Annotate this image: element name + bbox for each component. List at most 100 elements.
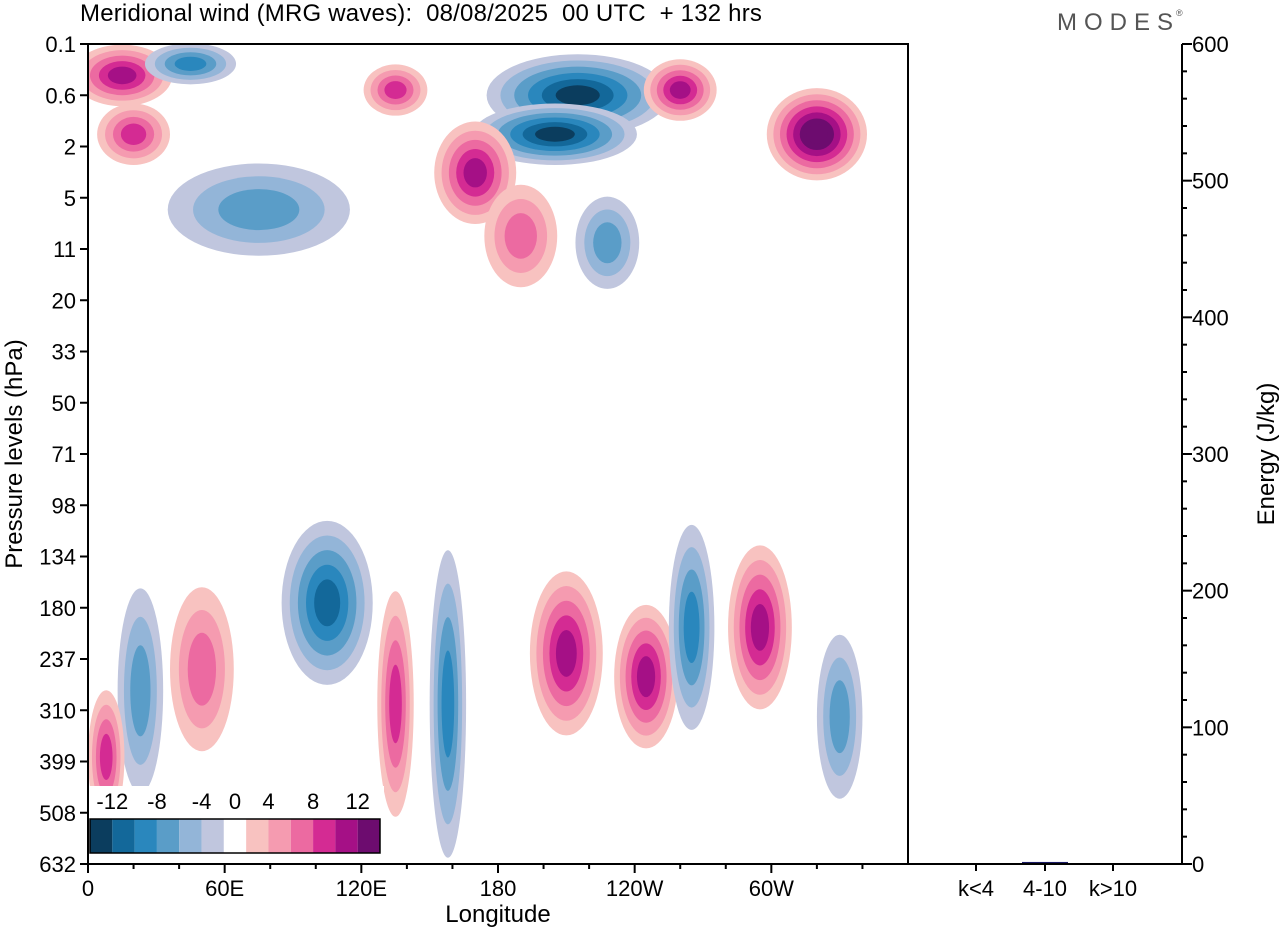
y-tick-label: 399 bbox=[39, 750, 76, 775]
colorbar-swatch bbox=[357, 819, 380, 853]
energy-bars: k<4 4-10 k>10 bbox=[953, 861, 1137, 901]
x-tick-label: 60W bbox=[749, 876, 794, 901]
y-tick-label: 632 bbox=[39, 852, 76, 877]
wind-anomaly-region bbox=[816, 634, 863, 799]
y-tick-label: 508 bbox=[39, 801, 76, 826]
y-tick-label: 50 bbox=[52, 391, 76, 416]
x-axis-bottom: 0 60E 120E 180 120W 60W bbox=[82, 864, 864, 901]
energy-tick-label: 400 bbox=[1192, 305, 1229, 330]
chart-title: Meridional wind (MRG waves): 08/08/2025 … bbox=[80, 0, 763, 27]
contour-band bbox=[829, 680, 850, 754]
y-axis-left: 0.1 0.6 2 5 11 20 33 50 71 98 134 180 237 310 399 508 63… bbox=[39, 32, 88, 877]
wind-anomaly-region bbox=[728, 545, 792, 710]
energy-tick-label: 300 bbox=[1192, 442, 1229, 467]
colorbar-label: 4 bbox=[262, 789, 274, 814]
colorbar-swatch bbox=[134, 819, 157, 853]
wind-anomaly-region bbox=[614, 604, 678, 749]
y-tick-label: 310 bbox=[39, 698, 76, 723]
energy-tick-label: 200 bbox=[1192, 579, 1229, 604]
wind-anomaly-region bbox=[484, 184, 558, 288]
y-tick-label: 134 bbox=[39, 545, 76, 570]
wind-anomaly-region bbox=[281, 520, 373, 685]
contour-band bbox=[806, 124, 828, 144]
colorbar-swatch bbox=[223, 819, 247, 853]
heatmap-plot-area bbox=[88, 44, 908, 864]
contour-band bbox=[120, 123, 147, 145]
wind-anomaly-region bbox=[643, 59, 717, 121]
contour-band bbox=[441, 650, 455, 758]
contour-band bbox=[504, 213, 537, 259]
wind-anomaly-region bbox=[97, 103, 170, 166]
y-tick-label: 71 bbox=[52, 442, 76, 467]
contour-band bbox=[593, 222, 622, 264]
wind-anomaly-region bbox=[363, 64, 428, 116]
colorbar-swatch bbox=[290, 819, 314, 853]
contour-band bbox=[636, 656, 656, 698]
y-tick-label: 0.1 bbox=[45, 32, 76, 57]
contour-band bbox=[384, 81, 407, 99]
x-tick-label: 0 bbox=[82, 876, 94, 901]
wind-anomaly-region bbox=[668, 524, 715, 730]
bar-category-label: 4-10 bbox=[1023, 876, 1067, 901]
colorbar-swatch bbox=[335, 819, 358, 853]
x-tick-label: 60E bbox=[205, 876, 244, 901]
energy-tick-label: 0 bbox=[1192, 852, 1204, 877]
contour-band bbox=[535, 126, 575, 142]
colorbar-swatch bbox=[313, 819, 336, 853]
wind-anomaly-region bbox=[575, 196, 640, 289]
colorbar-swatch bbox=[246, 819, 269, 853]
contour-band bbox=[389, 664, 402, 744]
colorbar-label: 0 bbox=[229, 789, 241, 814]
energy-tick-label: 100 bbox=[1192, 715, 1229, 740]
contour-band bbox=[99, 733, 113, 781]
x-tick-label: 180 bbox=[480, 876, 517, 901]
contour-band bbox=[174, 56, 207, 71]
wind-anomaly-region bbox=[144, 44, 237, 85]
contour-band bbox=[555, 85, 600, 106]
y-tick-label: 11 bbox=[53, 237, 76, 262]
colorbar-swatch bbox=[90, 819, 113, 853]
y-tick-label: 20 bbox=[52, 288, 76, 313]
y-tick-label: 2 bbox=[64, 135, 76, 160]
logo-text: MODES bbox=[1057, 9, 1181, 36]
energy-tick-label: 600 bbox=[1192, 32, 1229, 57]
modes-logo: MODES® bbox=[1057, 8, 1183, 37]
colorbar: -12 -8 -4 0 4 8 12 bbox=[88, 786, 384, 856]
colorbar-label: -4 bbox=[192, 789, 212, 814]
wind-anomaly-region bbox=[766, 88, 868, 181]
contour-band bbox=[683, 591, 700, 664]
wind-anomaly-region bbox=[88, 44, 173, 107]
wind-anomaly-region bbox=[429, 550, 467, 858]
colorbar-label: 8 bbox=[307, 789, 319, 814]
x-tick-label: 120E bbox=[336, 876, 387, 901]
colorbar-frame bbox=[89, 818, 381, 854]
contour-band bbox=[555, 629, 577, 677]
energy-axis-title: Energy (J/kg) bbox=[1253, 383, 1280, 526]
colorbar-swatch bbox=[156, 819, 180, 853]
contour-band bbox=[130, 645, 151, 737]
wind-anomaly-region bbox=[377, 591, 414, 817]
wind-anomaly-region bbox=[170, 587, 234, 752]
y-tick-label: 98 bbox=[52, 493, 76, 518]
y-tick-label: 237 bbox=[39, 647, 76, 672]
wind-anomaly-region bbox=[434, 121, 517, 225]
wind-anomaly-region bbox=[167, 163, 350, 256]
registered-mark: ® bbox=[1176, 8, 1183, 18]
y-axis-title: Pressure levels (hPa) bbox=[1, 339, 28, 568]
bar-category-label: k>10 bbox=[1089, 876, 1137, 901]
y-tick-label: 180 bbox=[39, 596, 76, 621]
colorbar-label: 12 bbox=[345, 789, 369, 814]
wind-anomaly-region bbox=[529, 571, 603, 736]
contour-band bbox=[218, 189, 300, 231]
wind-anomaly-region bbox=[472, 103, 637, 166]
colorbar-label: -12 bbox=[96, 789, 128, 814]
contour-band bbox=[314, 579, 341, 627]
energy-tick-label: 500 bbox=[1192, 169, 1229, 194]
contour-band bbox=[187, 632, 217, 706]
contour-band bbox=[669, 81, 691, 99]
contour-band bbox=[463, 158, 487, 188]
bar-category-label: k<4 bbox=[958, 876, 994, 901]
colorbar-swatch bbox=[268, 819, 291, 853]
energy-axis: 0 100 200 300 400 500 600 bbox=[1182, 32, 1229, 877]
